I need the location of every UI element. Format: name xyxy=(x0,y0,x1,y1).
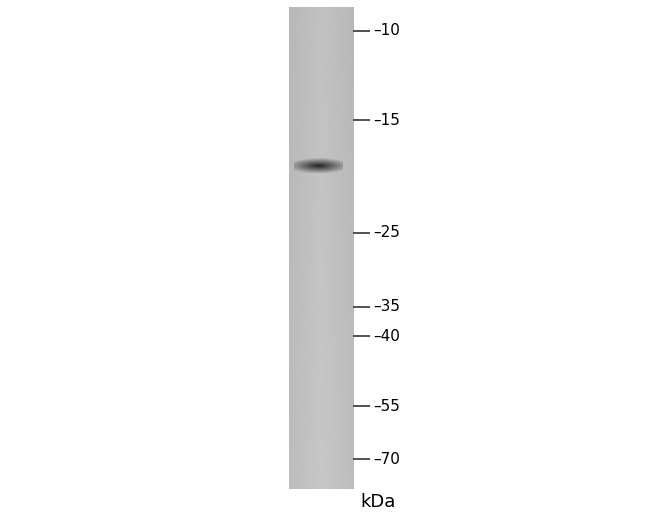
Text: –70: –70 xyxy=(374,452,400,467)
Text: –35: –35 xyxy=(374,300,401,314)
Text: –10: –10 xyxy=(374,23,400,38)
Text: –40: –40 xyxy=(374,329,400,344)
Text: –55: –55 xyxy=(374,399,400,414)
Text: –25: –25 xyxy=(374,225,400,240)
Text: kDa: kDa xyxy=(361,493,396,511)
Text: –15: –15 xyxy=(374,113,400,128)
